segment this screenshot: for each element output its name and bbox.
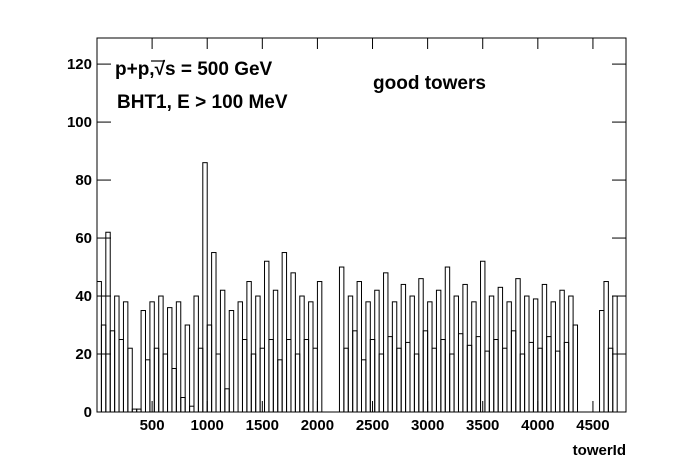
annotation: p+p,√s = 500 GeV bbox=[115, 59, 273, 80]
x-tick-label: 2000 bbox=[301, 417, 334, 434]
x-tick-label: 3500 bbox=[466, 417, 499, 434]
x-tick-label: 2500 bbox=[356, 417, 389, 434]
y-tick-label: 60 bbox=[75, 230, 92, 247]
y-tick-label: 40 bbox=[75, 288, 92, 305]
y-tick-label: 80 bbox=[75, 172, 92, 189]
x-tick-label: 4500 bbox=[576, 417, 609, 434]
y-tick-label: 120 bbox=[67, 56, 92, 73]
annotation: BHT1, E > 100 MeV bbox=[117, 92, 288, 113]
annotation: good towers bbox=[373, 73, 486, 94]
y-tick-label: 20 bbox=[75, 346, 92, 363]
frame bbox=[96, 37, 627, 413]
x-tick-label: 3000 bbox=[411, 417, 444, 434]
x-tick-label: 4000 bbox=[521, 417, 554, 434]
x-tick-label: 1000 bbox=[191, 417, 224, 434]
x-axis-label: towerId bbox=[573, 442, 626, 459]
y-tick-label: 100 bbox=[67, 114, 92, 131]
x-tick-label: 1500 bbox=[246, 417, 279, 434]
x-tick-label: 500 bbox=[140, 417, 165, 434]
y-tick-label: 0 bbox=[84, 404, 92, 421]
